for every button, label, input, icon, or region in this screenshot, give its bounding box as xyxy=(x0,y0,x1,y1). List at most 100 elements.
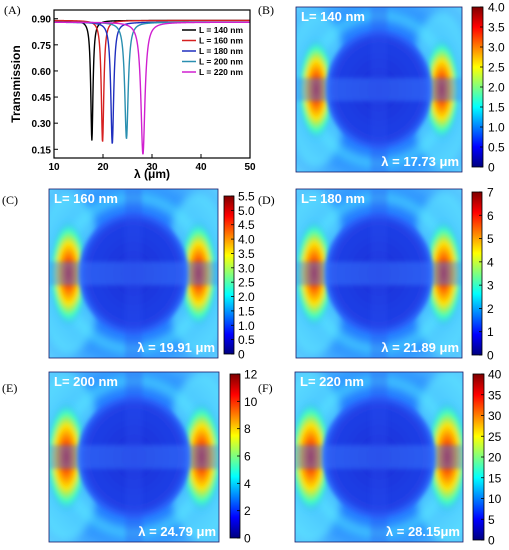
heatmap xyxy=(295,372,463,542)
colorbar-tick-label: 3 xyxy=(487,279,494,293)
map-frame xyxy=(295,188,463,359)
colorbar-tick-label: 1.5 xyxy=(488,101,505,115)
y-tick-label: 0.75 xyxy=(32,41,52,52)
map-frame xyxy=(295,6,463,173)
series-line xyxy=(54,21,250,155)
length-label: L= 220 nm xyxy=(300,374,364,389)
vertical-band xyxy=(370,372,388,542)
colorbar-tick-label: 0 xyxy=(244,532,251,546)
legend-label: L = 200 nm xyxy=(199,57,243,67)
map-frame xyxy=(294,371,464,543)
colorbar-tick-label: 5 xyxy=(488,513,495,527)
length-label: L= 180 nm xyxy=(301,191,365,206)
colorbar-tick-label: 2 xyxy=(487,302,494,316)
heatmap xyxy=(296,7,462,172)
y-tick-label: 0.15 xyxy=(32,145,52,156)
wavelength-label: λ = 21.89 μm xyxy=(381,340,459,355)
colorbar-tick-label: 6 xyxy=(244,450,251,464)
colorbar-tick-label: 3.5 xyxy=(488,21,505,35)
colorbar-tick-label: 12 xyxy=(244,368,258,382)
wavelength-label: λ = 28.15μm xyxy=(386,524,460,539)
wavelength-label: λ = 17.73 μm xyxy=(381,154,459,169)
colorbar-tick-label: 10 xyxy=(244,395,258,409)
wavelength-label: λ = 19.91 μm xyxy=(137,340,215,355)
colorbar xyxy=(223,195,235,355)
x-tick-label: 50 xyxy=(244,162,256,173)
length-label: L= 160 nm xyxy=(54,191,118,206)
colorbar-tick-label: 35 xyxy=(488,388,502,402)
colorbar xyxy=(471,191,483,356)
x-axis-label: λ (μm) xyxy=(134,167,170,181)
length-label: L= 140 nm xyxy=(301,9,365,24)
heatmap xyxy=(49,372,219,542)
panel-label: (F) xyxy=(258,381,273,395)
vertical-band xyxy=(125,372,143,542)
colorbar-tick-label: 5.5 xyxy=(238,190,255,204)
panel-a: (A) 0.90 0.75 0.60 0.45 0.30 0.15 10 20 30 40 50 λ (… xyxy=(4,3,256,181)
panel-d: (D) L= 180 nm λ = 21.89 μm 7 6 5 4 3 2 1 0 xyxy=(258,186,494,363)
legend-label: L = 220 nm xyxy=(199,67,243,77)
colorbar-tick-label: 0 xyxy=(488,161,495,175)
legend-label: L = 160 nm xyxy=(199,36,243,46)
panel-c: (C) L= 160 nm λ = 19.91 μm 5.55.04.54.03.53… xyxy=(2,188,255,362)
heatmap xyxy=(49,189,218,358)
wavelength-label: λ = 24.79 μm xyxy=(138,524,216,539)
y-axis-label: Transmission xyxy=(9,45,23,122)
panel-f: (F) L= 220 nm λ = 28.15μm 40 35 30 25 20 15 10 5 0 xyxy=(258,368,502,548)
x-tick-label: 40 xyxy=(195,162,207,173)
colorbar-tick-label: 1 xyxy=(487,325,494,339)
map-frame xyxy=(48,371,220,543)
vertical-band xyxy=(125,189,142,358)
y-tick-label: 0.60 xyxy=(32,67,52,78)
colorbar-tick-label: 2.0 xyxy=(238,290,255,304)
colorbar-tick-label: 1.0 xyxy=(488,121,505,135)
colorbar-tick-label: 6 xyxy=(487,209,494,223)
colorbar-tick-label: 25 xyxy=(488,430,502,444)
colorbar-tick-label: 2.5 xyxy=(488,61,505,75)
colorbar-tick-label: 4.5 xyxy=(238,218,255,232)
colorbar-tick-label: 4 xyxy=(244,477,251,491)
x-tick-label: 30 xyxy=(146,162,158,173)
colorbar-tick-label: 0 xyxy=(238,348,245,362)
colorbar-tick-label: 0.5 xyxy=(238,333,255,347)
colorbar-tick-label: 1.0 xyxy=(238,319,255,333)
colorbar-tick-label: 10 xyxy=(488,492,502,506)
colorbar-tick-label: 7 xyxy=(487,186,494,200)
panel-label: (B) xyxy=(258,3,274,17)
legend-label: L = 140 nm xyxy=(199,25,243,35)
colorbar-tick-label: 15 xyxy=(488,471,502,485)
colorbar-tick-label: 3.0 xyxy=(488,41,505,55)
colorbar-tick-label: 0 xyxy=(487,349,494,363)
y-tick-label: 0.90 xyxy=(32,15,52,26)
panel-label: (E) xyxy=(2,381,17,395)
colorbar-tick-label: 4.0 xyxy=(488,1,505,15)
x-tick-label: 20 xyxy=(97,162,109,173)
colorbar-tick-label: 0.5 xyxy=(488,141,505,155)
y-tick-label: 0.45 xyxy=(32,93,52,104)
colorbar-tick-label: 4 xyxy=(487,255,494,269)
panel-e: (E) L= 200 nm λ = 24.79 μm 12 10 8 6 4 2 0 xyxy=(2,368,258,546)
colorbar-tick-label: 5.0 xyxy=(238,204,255,218)
y-tick-label: 0.30 xyxy=(32,119,52,130)
colorbar-tick-label: 1.5 xyxy=(238,304,255,318)
colorbar-tick-label: 2.0 xyxy=(488,81,505,95)
panel-label: (D) xyxy=(258,193,275,207)
panel-label: (A) xyxy=(4,3,21,17)
colorbar-tick-label: 3.5 xyxy=(238,247,255,261)
heatmap xyxy=(296,189,462,358)
panel-label: (C) xyxy=(2,193,18,207)
map-frame xyxy=(48,188,219,359)
legend-label: L = 180 nm xyxy=(199,46,243,56)
colorbar-tick-label: 8 xyxy=(244,422,251,436)
colorbar-tick-label: 3.0 xyxy=(238,261,255,275)
vertical-band xyxy=(370,7,388,172)
colorbar-tick-label: 2 xyxy=(244,504,251,518)
panel-b: (B) L= 140 nm λ = 17.73 μm 4.0 3.5 3.0 2.5 2.0 1… xyxy=(258,1,505,175)
colorbar-tick-label: 40 xyxy=(488,368,502,382)
colorbar-tick-label: 2.5 xyxy=(238,276,255,290)
colorbar-tick-label: 20 xyxy=(488,451,502,465)
colorbar-tick-label: 5 xyxy=(487,232,494,246)
colorbar-tick-label: 0 xyxy=(488,534,495,548)
colorbar-tick-label: 4.0 xyxy=(238,233,255,247)
